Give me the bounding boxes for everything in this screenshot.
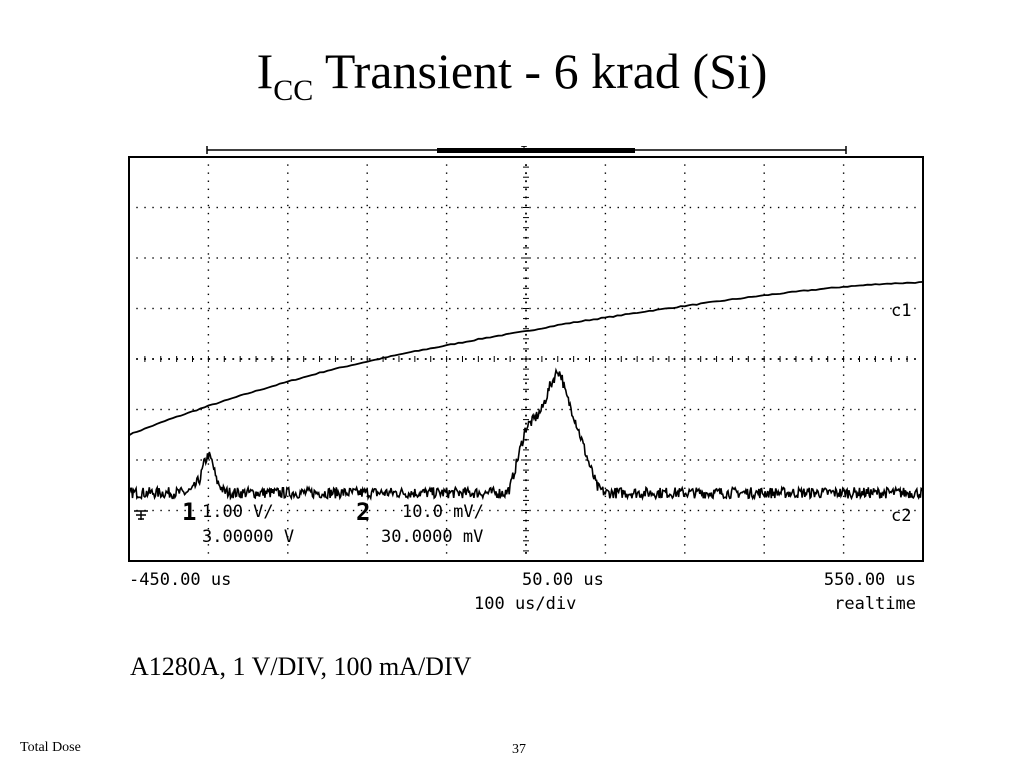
title-rest: Transient - 6 krad (Si) (313, 43, 768, 99)
ch1-label: 1 (182, 498, 196, 526)
ch1-offset: 3.00000 V (202, 527, 294, 547)
trace-c2 (128, 367, 924, 502)
vertical-gridline (763, 156, 765, 562)
x-tick-label-center: 50.00 us (522, 570, 604, 590)
horizontal-gridline (128, 307, 924, 310)
acquisition-mode-label: realtime (834, 594, 916, 614)
traces (128, 281, 924, 502)
vertical-gridline (287, 156, 289, 562)
slide-caption: A1280A, 1 V/DIV, 100 mA/DIV (130, 652, 472, 681)
horizontal-gridline (128, 408, 924, 411)
horizontal-gridline (128, 257, 924, 259)
ch2-scale: 10.0 mV/ (402, 502, 484, 522)
memory-bar-window (437, 148, 635, 153)
oscilloscope-plot: T c1 c2 1 1.00 V/ 2 10.0 mV/ 3.00000 V 3… (128, 145, 924, 614)
trace-c1 (128, 281, 924, 437)
series-label-c2: c2 (891, 506, 911, 526)
title-subscript: CC (273, 74, 314, 107)
ch2-offset: 30.0000 mV (381, 527, 483, 547)
plot-grid (128, 156, 924, 562)
title-main: I (256, 43, 274, 99)
page-number: 37 (512, 742, 526, 757)
ch2-label: 2 (356, 498, 370, 526)
vertical-gridline (604, 156, 607, 562)
ch1-scale: 1.00 V/ (202, 502, 274, 522)
series-label-c1: c1 (891, 301, 911, 321)
ground-marker-icon (134, 510, 148, 520)
slide-title: ICC Transient - 6 krad (Si) (0, 42, 1024, 108)
x-tick-label-left: -450.00 us (129, 570, 231, 590)
vertical-gridline (842, 156, 845, 562)
x-tick-label-right: 550.00 us (824, 570, 916, 590)
trigger-marker-icon: T (521, 145, 527, 156)
horizontal-gridline (128, 206, 924, 209)
horizontal-gridline (128, 459, 924, 461)
memory-bar: T (206, 145, 847, 156)
timebase-label: 100 us/div (474, 594, 576, 614)
footer-label: Total Dose (20, 740, 81, 755)
